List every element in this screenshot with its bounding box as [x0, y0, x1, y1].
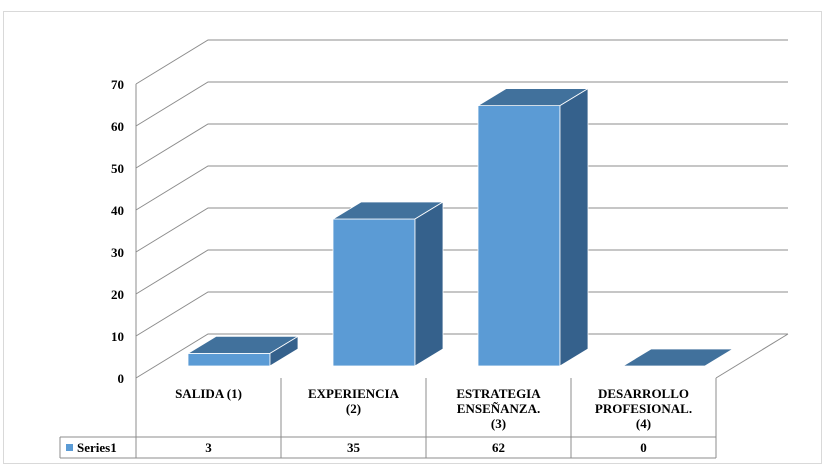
gridline [135, 81, 788, 127]
gridline [135, 165, 788, 211]
data-value: 62 [492, 440, 505, 455]
bar-side [269, 335, 299, 367]
y-axis: 0 10 20 30 40 50 60 70 [111, 77, 124, 386]
bar-side [414, 201, 444, 367]
bar-front [187, 352, 271, 367]
category-label: SALIDA (1) [175, 386, 242, 401]
category-label: DESARROLLO PROFESIONAL. (4) [595, 386, 692, 431]
y-tick-label: 20 [111, 287, 124, 302]
chart-bars [186, 87, 735, 367]
series-label: Series1 [77, 440, 117, 455]
bar [331, 201, 445, 367]
floor-back-edge [135, 333, 788, 379]
y-tick-label: 70 [111, 77, 124, 92]
category-label: EXPERIENCIA (2) [308, 386, 400, 416]
y-tick-label: 40 [111, 203, 124, 218]
bar [476, 87, 590, 367]
bar [186, 335, 300, 367]
y-tick-label: 60 [111, 119, 124, 134]
gridline [135, 39, 788, 85]
gridline [135, 123, 788, 169]
data-value: 35 [347, 440, 361, 455]
chart-walls [135, 39, 789, 379]
y-tick-label: 10 [111, 329, 124, 344]
y-tick-label: 0 [118, 371, 125, 386]
y-tick-label: 50 [111, 161, 124, 176]
bar-side [559, 87, 589, 367]
data-value: 3 [205, 440, 212, 455]
gridline [135, 291, 788, 337]
category-label: ESTRATEGIA ENSEÑANZA. (3) [456, 386, 541, 431]
data-table: SALIDA (1) EXPERIENCIA (2) ESTRATEGIA ENSEÑA… [59, 378, 717, 459]
bar [621, 348, 735, 367]
floor-right-edge [715, 333, 789, 379]
bar-front [477, 105, 561, 367]
bar-top [621, 348, 735, 367]
gridline [135, 249, 788, 295]
bar-front [332, 218, 416, 367]
data-value: 0 [640, 440, 647, 455]
y-tick-label: 30 [111, 245, 124, 260]
legend-key [66, 444, 73, 451]
gridline [135, 207, 788, 253]
